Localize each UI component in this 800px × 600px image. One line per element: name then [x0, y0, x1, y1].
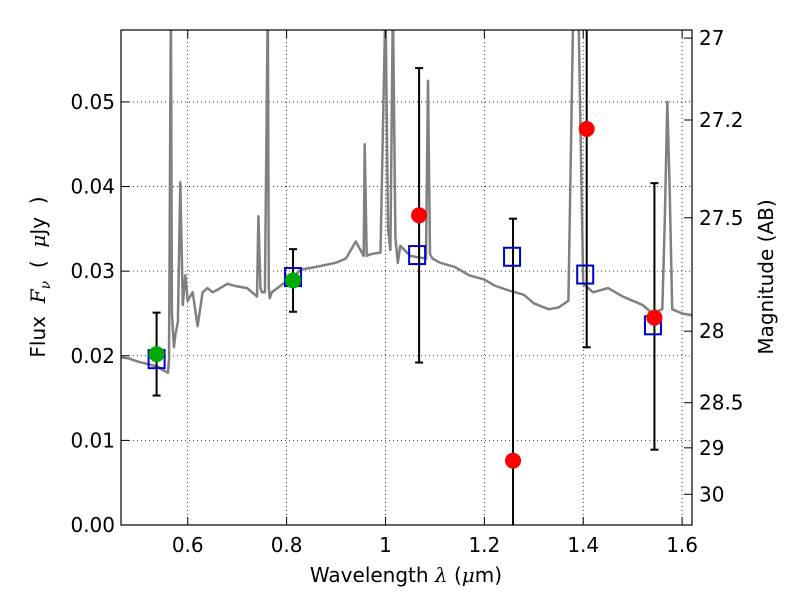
magnitude-tick-label: 28: [699, 319, 724, 343]
x-tick-label: 0.8: [271, 533, 303, 557]
magnitude-tick-label: 27.2: [699, 108, 744, 132]
x-tick-label: 1.2: [468, 533, 500, 557]
y-axis-ticks: 0.00 0.01 0.02 0.03 0.04 0.05: [70, 90, 129, 537]
y-tick-label: 0.04: [70, 175, 115, 199]
observed-flux-marker: [505, 452, 522, 469]
y-tick-label: 0.00: [70, 513, 115, 537]
spectrum-series: [121, 30, 692, 374]
spectrum-line: [121, 30, 692, 374]
magnitude-axis-label: Magnitude (AB): [754, 199, 778, 354]
observed-flux-marker: [646, 309, 663, 326]
observed-flux-marker: [411, 207, 428, 224]
errorbar-series: [152, 30, 659, 525]
y-tick-label: 0.03: [70, 259, 115, 283]
model-flux-marker: [576, 264, 595, 285]
x-axis-ticks: 0.6 0.8 1 1.2 1.4 1.6: [172, 30, 698, 557]
observed-flux-marker: [578, 121, 595, 137]
y-tick-label: 0.02: [70, 344, 115, 368]
magnitude-tick-label: 27: [699, 26, 724, 50]
model-flux-marker: [503, 246, 522, 267]
magnitude-axis-ticks: 27 27.2 27.5 28 28.5 29 30: [684, 26, 744, 506]
observed-flux-series: [148, 121, 663, 469]
x-axis-label: Wavelength λ (μm): [310, 563, 502, 587]
y-tick-label: 0.05: [70, 90, 115, 114]
x-tick-label: 1.4: [567, 533, 599, 557]
observed-flux-marker: [148, 346, 165, 363]
plot-frame: [120, 29, 693, 526]
observed-flux-marker: [285, 272, 302, 289]
x-tick-label: 0.6: [172, 533, 204, 557]
x-tick-label: 1: [379, 533, 392, 557]
grid: [121, 30, 692, 526]
magnitude-tick-label: 30: [699, 482, 724, 506]
y-axis-label: Flux Fν ( μJy ): [26, 196, 54, 357]
magnitude-tick-label: 28.5: [699, 391, 744, 415]
model-flux-marker: [408, 245, 427, 266]
magnitude-tick-label: 27.5: [699, 206, 744, 230]
magnitude-tick-label: 29: [699, 436, 724, 460]
x-tick-label: 1.6: [666, 533, 698, 557]
y-tick-label: 0.01: [70, 428, 115, 452]
